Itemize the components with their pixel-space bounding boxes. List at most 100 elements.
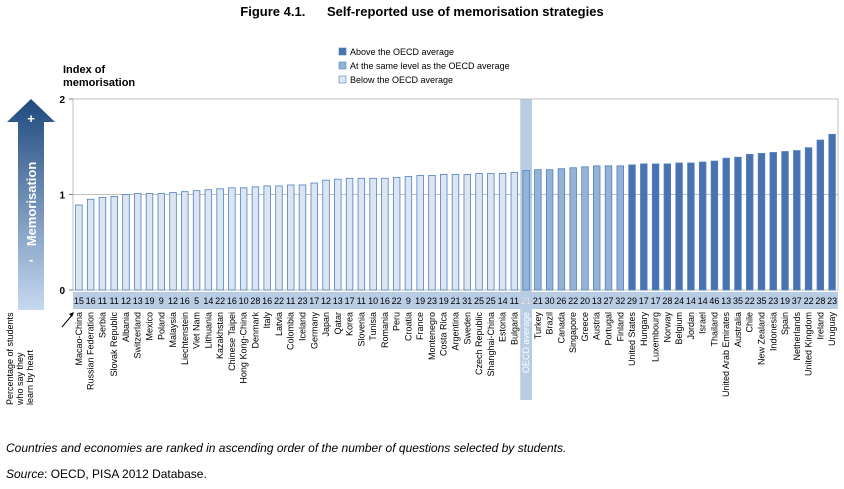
count-mexico: 19 xyxy=(144,296,154,306)
bar-poland xyxy=(157,193,165,291)
count-hong-kong-china: 10 xyxy=(239,296,249,306)
count-chile: 22 xyxy=(745,296,755,306)
count-oecd-average: 21 xyxy=(521,296,531,306)
category-label-new-zealand: New Zealand xyxy=(757,312,767,365)
figure-title: Figure 4.1. Self-reported use of memoris… xyxy=(0,4,844,19)
bar-kazakhstan xyxy=(216,188,224,291)
category-label-iceland: Iceland xyxy=(298,312,308,341)
bar-oecd-average xyxy=(522,170,530,291)
bar-greece xyxy=(581,166,589,291)
bar-belgium xyxy=(675,162,683,291)
bar-luxembourg xyxy=(651,163,660,291)
category-label-brazil: Brazil xyxy=(545,312,555,335)
bar-norway xyxy=(663,163,672,291)
count-macao-china: 15 xyxy=(74,296,84,306)
bar-canada xyxy=(557,168,566,291)
count-montenegro: 23 xyxy=(427,296,437,306)
oecd-average-label: OECD average xyxy=(521,312,531,373)
bar-hungary xyxy=(640,163,648,291)
category-label-qatar: Qatar xyxy=(333,312,343,335)
category-label-japan: Japan xyxy=(321,312,331,337)
category-label-costa-rica: Costa Rica xyxy=(439,312,449,356)
figure-number: Figure 4.1. xyxy=(240,4,306,19)
bar-singapore xyxy=(569,167,577,291)
count-israel: 14 xyxy=(698,296,708,306)
category-label-finland: Finland xyxy=(615,312,625,342)
bar-spain xyxy=(781,151,789,291)
bar-turkey xyxy=(534,169,542,291)
category-label-italy: Italy xyxy=(262,312,272,329)
count-jordan: 14 xyxy=(686,296,696,306)
category-label-colombia: Colombia xyxy=(286,312,296,350)
bar-peru xyxy=(392,176,401,291)
arrow-plus-label: + xyxy=(27,111,35,126)
category-label-united-states: United States xyxy=(627,312,637,367)
count-brazil: 30 xyxy=(545,296,555,306)
bar-new-zealand xyxy=(757,153,766,291)
category-label-hungary: Hungary xyxy=(639,312,649,347)
count-indonesia: 23 xyxy=(768,296,778,306)
category-label-united-arab-emirates: United Arab Emirates xyxy=(721,312,731,398)
count-denmark: 28 xyxy=(250,296,260,306)
category-label-switzerland: Switzerland xyxy=(133,312,143,359)
category-label-austria: Austria xyxy=(592,312,602,340)
bar-thailand xyxy=(710,160,719,291)
count-norway: 28 xyxy=(662,296,672,306)
bar-hong-kong-china xyxy=(239,187,248,291)
bar-qatar xyxy=(334,178,342,291)
pointer-arrow-head xyxy=(69,312,74,317)
arrow-minus-label: - xyxy=(29,252,33,267)
count-romania: 16 xyxy=(380,296,390,306)
bar-viet-nam xyxy=(192,190,201,291)
count-latvia: 22 xyxy=(274,296,284,306)
footnote: Countries and economies are ranked in as… xyxy=(6,441,567,455)
bar-chinese-taipei xyxy=(228,187,236,291)
bar-jordan xyxy=(687,162,695,291)
legend-swatch-same xyxy=(338,61,347,70)
count-albania: 12 xyxy=(121,296,131,306)
count-germany: 17 xyxy=(309,296,319,306)
bar-russian-federation xyxy=(86,198,95,291)
bar-slovenia xyxy=(357,177,366,291)
count-kazakhstan: 22 xyxy=(215,296,225,306)
category-label-bulgaria: Bulgaria xyxy=(509,312,519,345)
bar-israel xyxy=(698,161,707,291)
category-label-greece: Greece xyxy=(580,312,590,342)
legend-swatch-below xyxy=(338,75,347,84)
bar-colombia xyxy=(287,184,295,291)
count-liechtenstein: 16 xyxy=(180,296,190,306)
category-label-lithuania: Lithuania xyxy=(203,312,213,349)
count-japan: 12 xyxy=(321,296,331,306)
bar-brazil xyxy=(545,169,554,291)
category-label-netherlands: Netherlands xyxy=(792,312,802,361)
category-label-slovenia: Slovenia xyxy=(356,312,366,347)
category-label-indonesia: Indonesia xyxy=(768,312,778,351)
count-sweden: 31 xyxy=(462,296,472,306)
bar-tunisia xyxy=(369,177,377,291)
count-tunisia: 10 xyxy=(368,296,378,306)
count-iceland: 23 xyxy=(297,296,307,306)
count-croatia: 9 xyxy=(406,296,411,306)
count-axis-label: Percentage of studentswho say theylearn … xyxy=(5,312,35,406)
count-shanghai-china: 25 xyxy=(486,296,496,306)
memorisation-arrow xyxy=(7,99,55,310)
count-poland: 9 xyxy=(159,296,164,306)
category-label-shanghai-china: Shanghai-China xyxy=(486,312,496,377)
y-tick-label-1: 1 xyxy=(59,191,65,202)
category-label-slovak-republic: Slovak Republic xyxy=(109,312,119,377)
category-label-thailand: Thailand xyxy=(709,312,719,347)
category-label-uruguay: Uruguay xyxy=(827,312,837,347)
bar-argentina xyxy=(451,174,460,291)
category-label-poland: Poland xyxy=(156,312,166,340)
category-label-jordan: Jordan xyxy=(686,312,696,340)
y-tick-label-0: 0 xyxy=(59,286,65,297)
count-thailand: 46 xyxy=(709,296,719,306)
category-label-norway: Norway xyxy=(662,312,672,343)
category-label-australia: Australia xyxy=(733,312,743,347)
bar-japan xyxy=(322,179,330,291)
count-switzerland: 13 xyxy=(133,296,143,306)
category-label-denmark: Denmark xyxy=(250,312,260,349)
count-turkey: 21 xyxy=(533,296,543,306)
source-text: : OECD, PISA 2012 Database. xyxy=(44,467,207,481)
count-malaysia: 12 xyxy=(168,296,178,306)
